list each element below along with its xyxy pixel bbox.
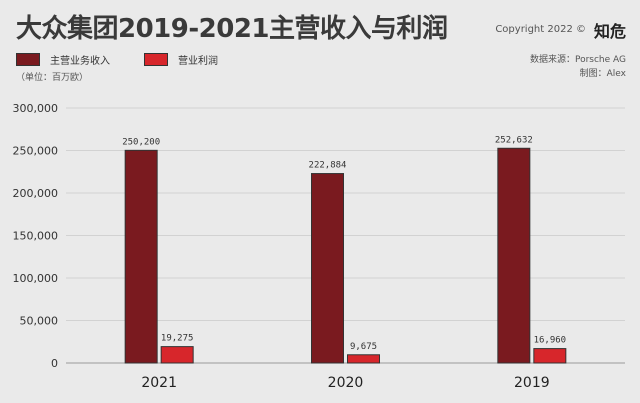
y-tick-label: 300,000	[13, 102, 59, 115]
y-tick-label: 50,000	[20, 315, 59, 328]
legend-swatch-revenue	[16, 53, 40, 66]
y-tick-label: 150,000	[13, 230, 59, 243]
legend-item-profit: 营业利润	[144, 52, 218, 67]
bar-revenue	[311, 173, 344, 364]
bar-value-label: 9,675	[350, 342, 377, 352]
brand-logo: 知危	[593, 22, 626, 41]
bar-value-label: 250,200	[122, 137, 160, 147]
bar-revenue	[124, 149, 158, 364]
source-text: 数据来源：Porsche AG	[529, 55, 626, 65]
legend: 主营业务收入 营业利润	[16, 52, 252, 67]
y-tick-label: 200,000	[13, 187, 59, 200]
y-tick-label: 0	[51, 357, 58, 370]
bar-value-label: 16,960	[534, 336, 567, 346]
bar-value-label: 19,275	[161, 334, 194, 344]
copyright-text: Copyright 2022 ©	[495, 24, 586, 35]
bar-profit	[533, 348, 567, 364]
x-tick-label: 2021	[141, 375, 177, 391]
bar-value-label: 222,884	[309, 161, 347, 171]
legend-label-profit: 营业利润	[178, 56, 218, 67]
source-block: 数据来源：Porsche AG 制图：Alex	[530, 53, 626, 81]
chart-title: 大众集团2019-2021主营收入与利润	[16, 14, 448, 44]
bar-profit	[160, 346, 194, 364]
bar-value-label: 252,632	[495, 135, 533, 145]
legend-item-revenue: 主营业务收入	[16, 52, 110, 67]
unit-label: （单位：百万欧）	[16, 73, 89, 83]
legend-label-revenue: 主营业务收入	[50, 56, 110, 67]
legend-swatch-profit	[144, 53, 168, 66]
author-text: 制图：Alex	[579, 69, 626, 79]
x-tick-label: 2019	[514, 375, 550, 391]
bar-profit	[347, 354, 380, 364]
y-tick-label: 250,000	[13, 145, 59, 158]
bar-revenue	[497, 147, 531, 364]
y-tick-label: 100,000	[13, 272, 59, 285]
x-tick-label: 2020	[328, 375, 364, 391]
